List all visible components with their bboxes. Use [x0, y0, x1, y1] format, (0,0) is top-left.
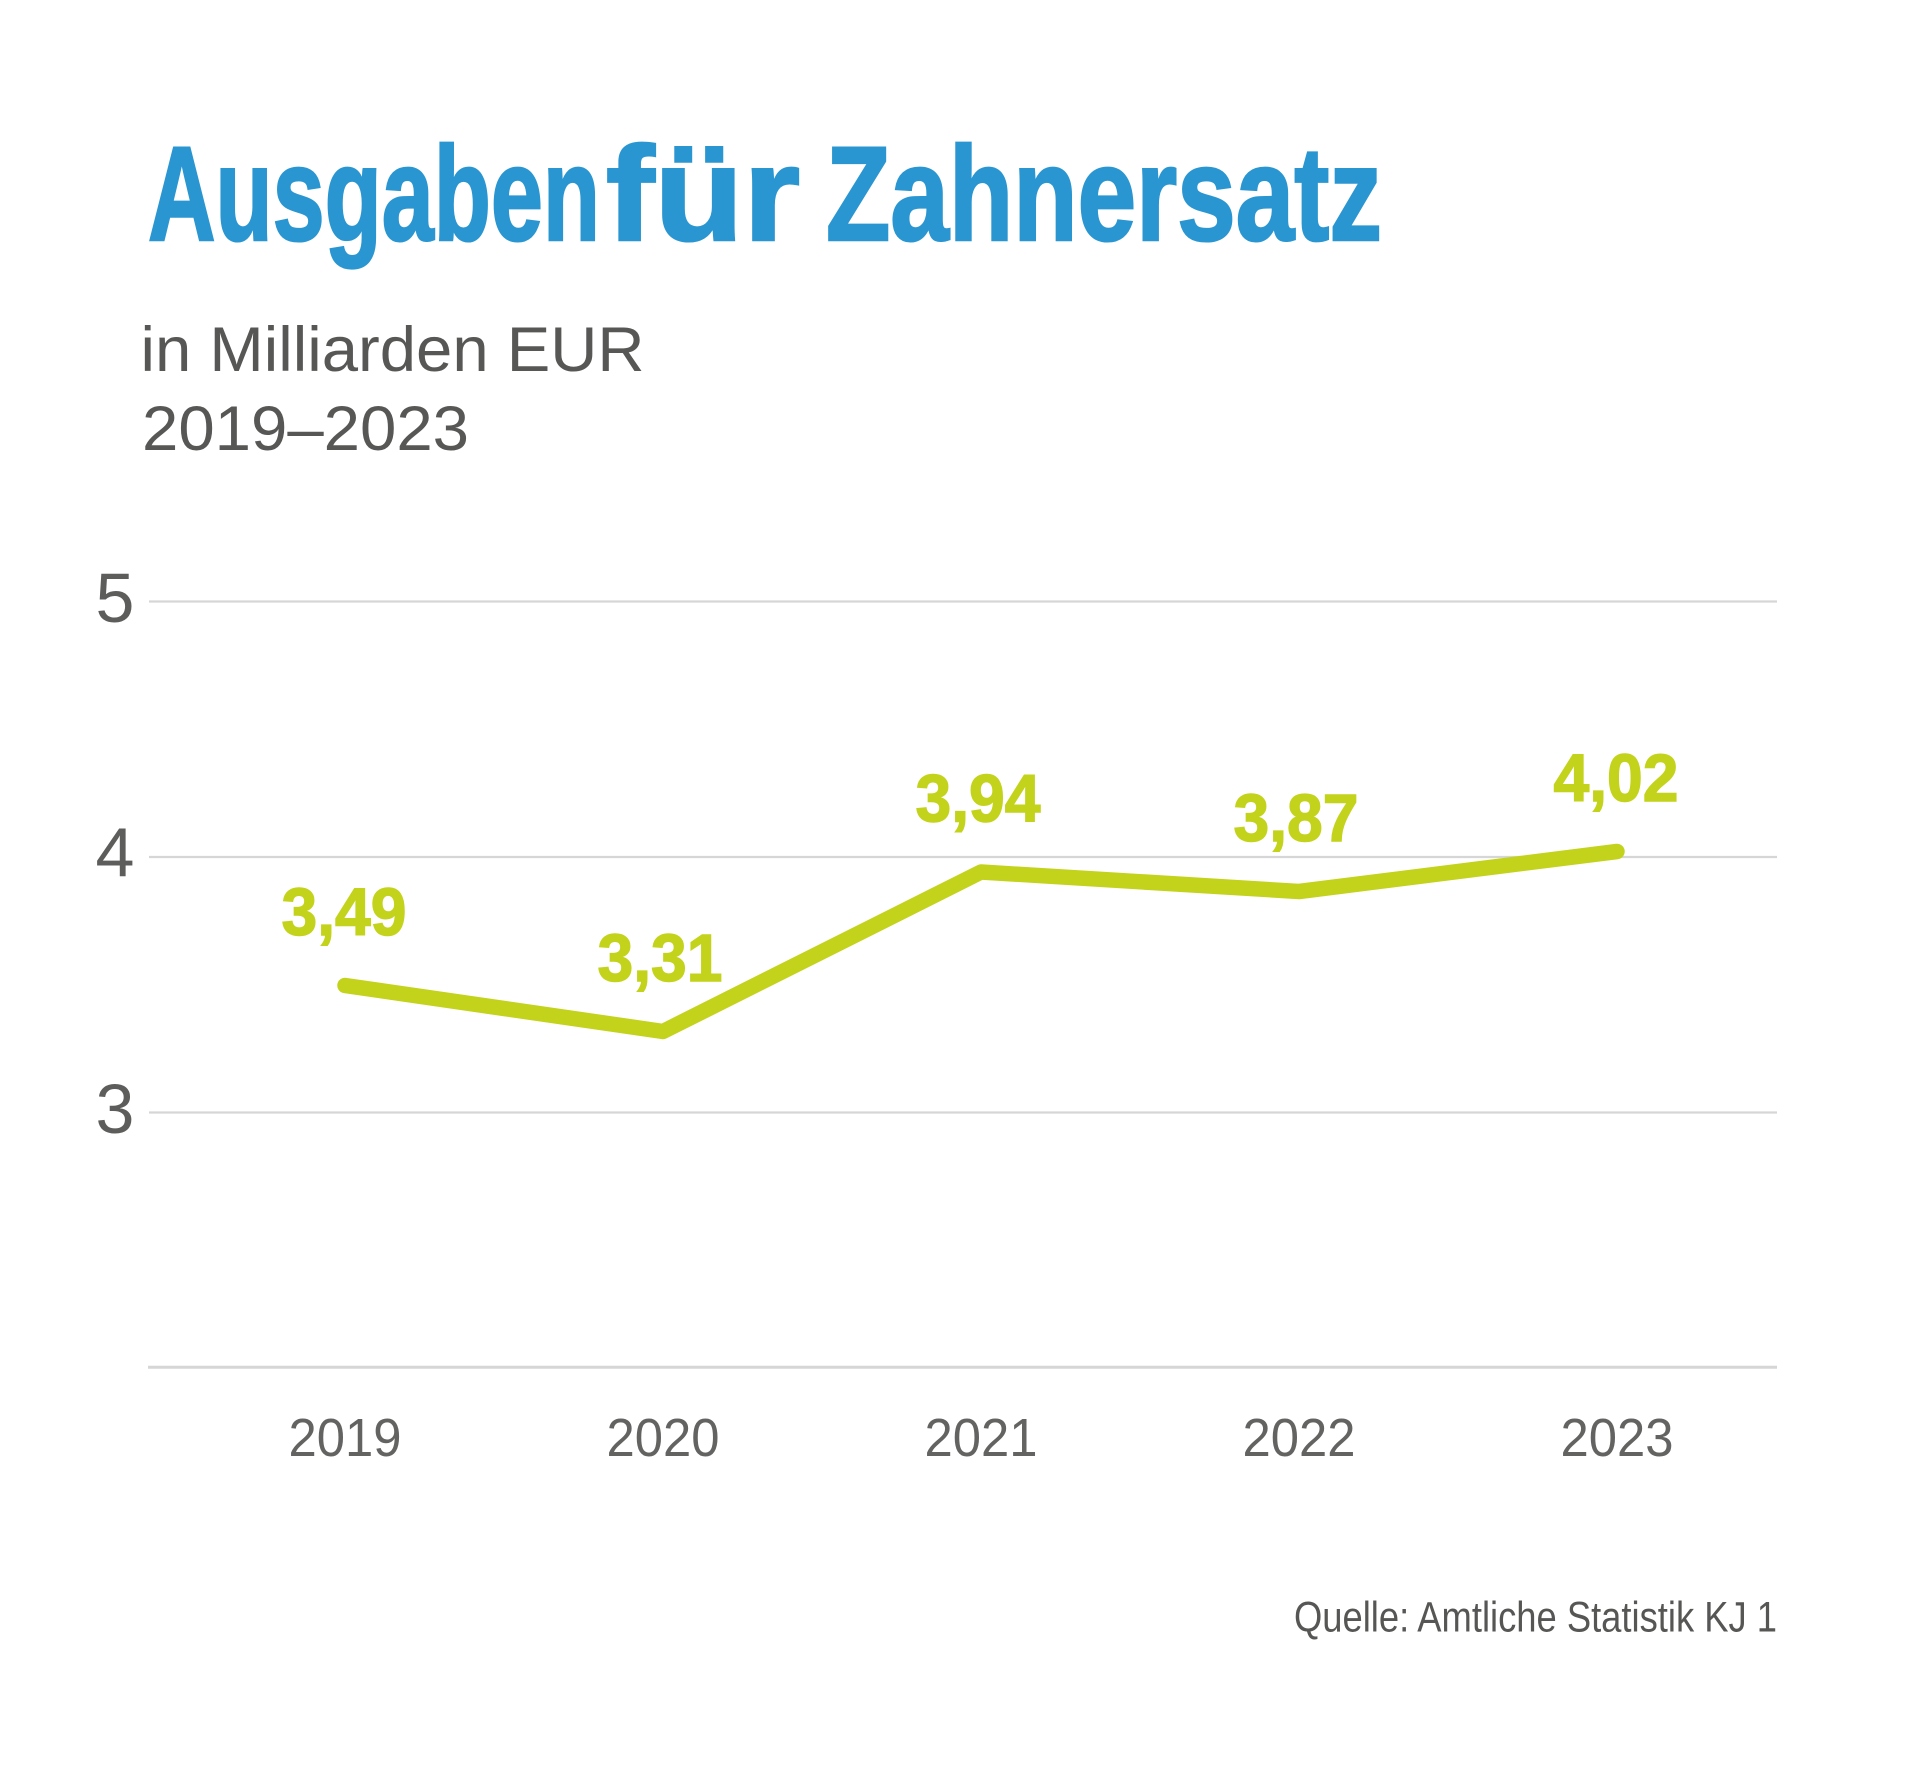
svg-text:2022: 2022 — [1243, 1408, 1356, 1468]
svg-text:3,31: 3,31 — [598, 921, 723, 996]
svg-text:2021: 2021 — [925, 1408, 1038, 1468]
svg-text:2019–2023: 2019–2023 — [142, 394, 469, 464]
svg-text:Ausgaben: Ausgaben — [148, 120, 600, 269]
svg-text:2020: 2020 — [607, 1408, 720, 1468]
svg-text:3,94: 3,94 — [916, 762, 1041, 837]
svg-text:5: 5 — [96, 559, 135, 637]
svg-text:für: für — [606, 120, 800, 269]
svg-text:in Milliarden EUR: in Milliarden EUR — [141, 315, 645, 385]
svg-text:3,87: 3,87 — [1234, 781, 1359, 856]
svg-text:Quelle: Amtliche Statistik KJ: Quelle: Amtliche Statistik KJ 1 — [1294, 1594, 1777, 1642]
svg-text:4,02: 4,02 — [1554, 741, 1679, 816]
svg-text:3,49: 3,49 — [282, 875, 407, 950]
svg-text:Zahnersatz: Zahnersatz — [826, 120, 1382, 269]
svg-text:2019: 2019 — [289, 1408, 402, 1468]
svg-text:3: 3 — [96, 1070, 135, 1148]
svg-text:4: 4 — [96, 813, 135, 891]
svg-text:2023: 2023 — [1561, 1408, 1674, 1468]
